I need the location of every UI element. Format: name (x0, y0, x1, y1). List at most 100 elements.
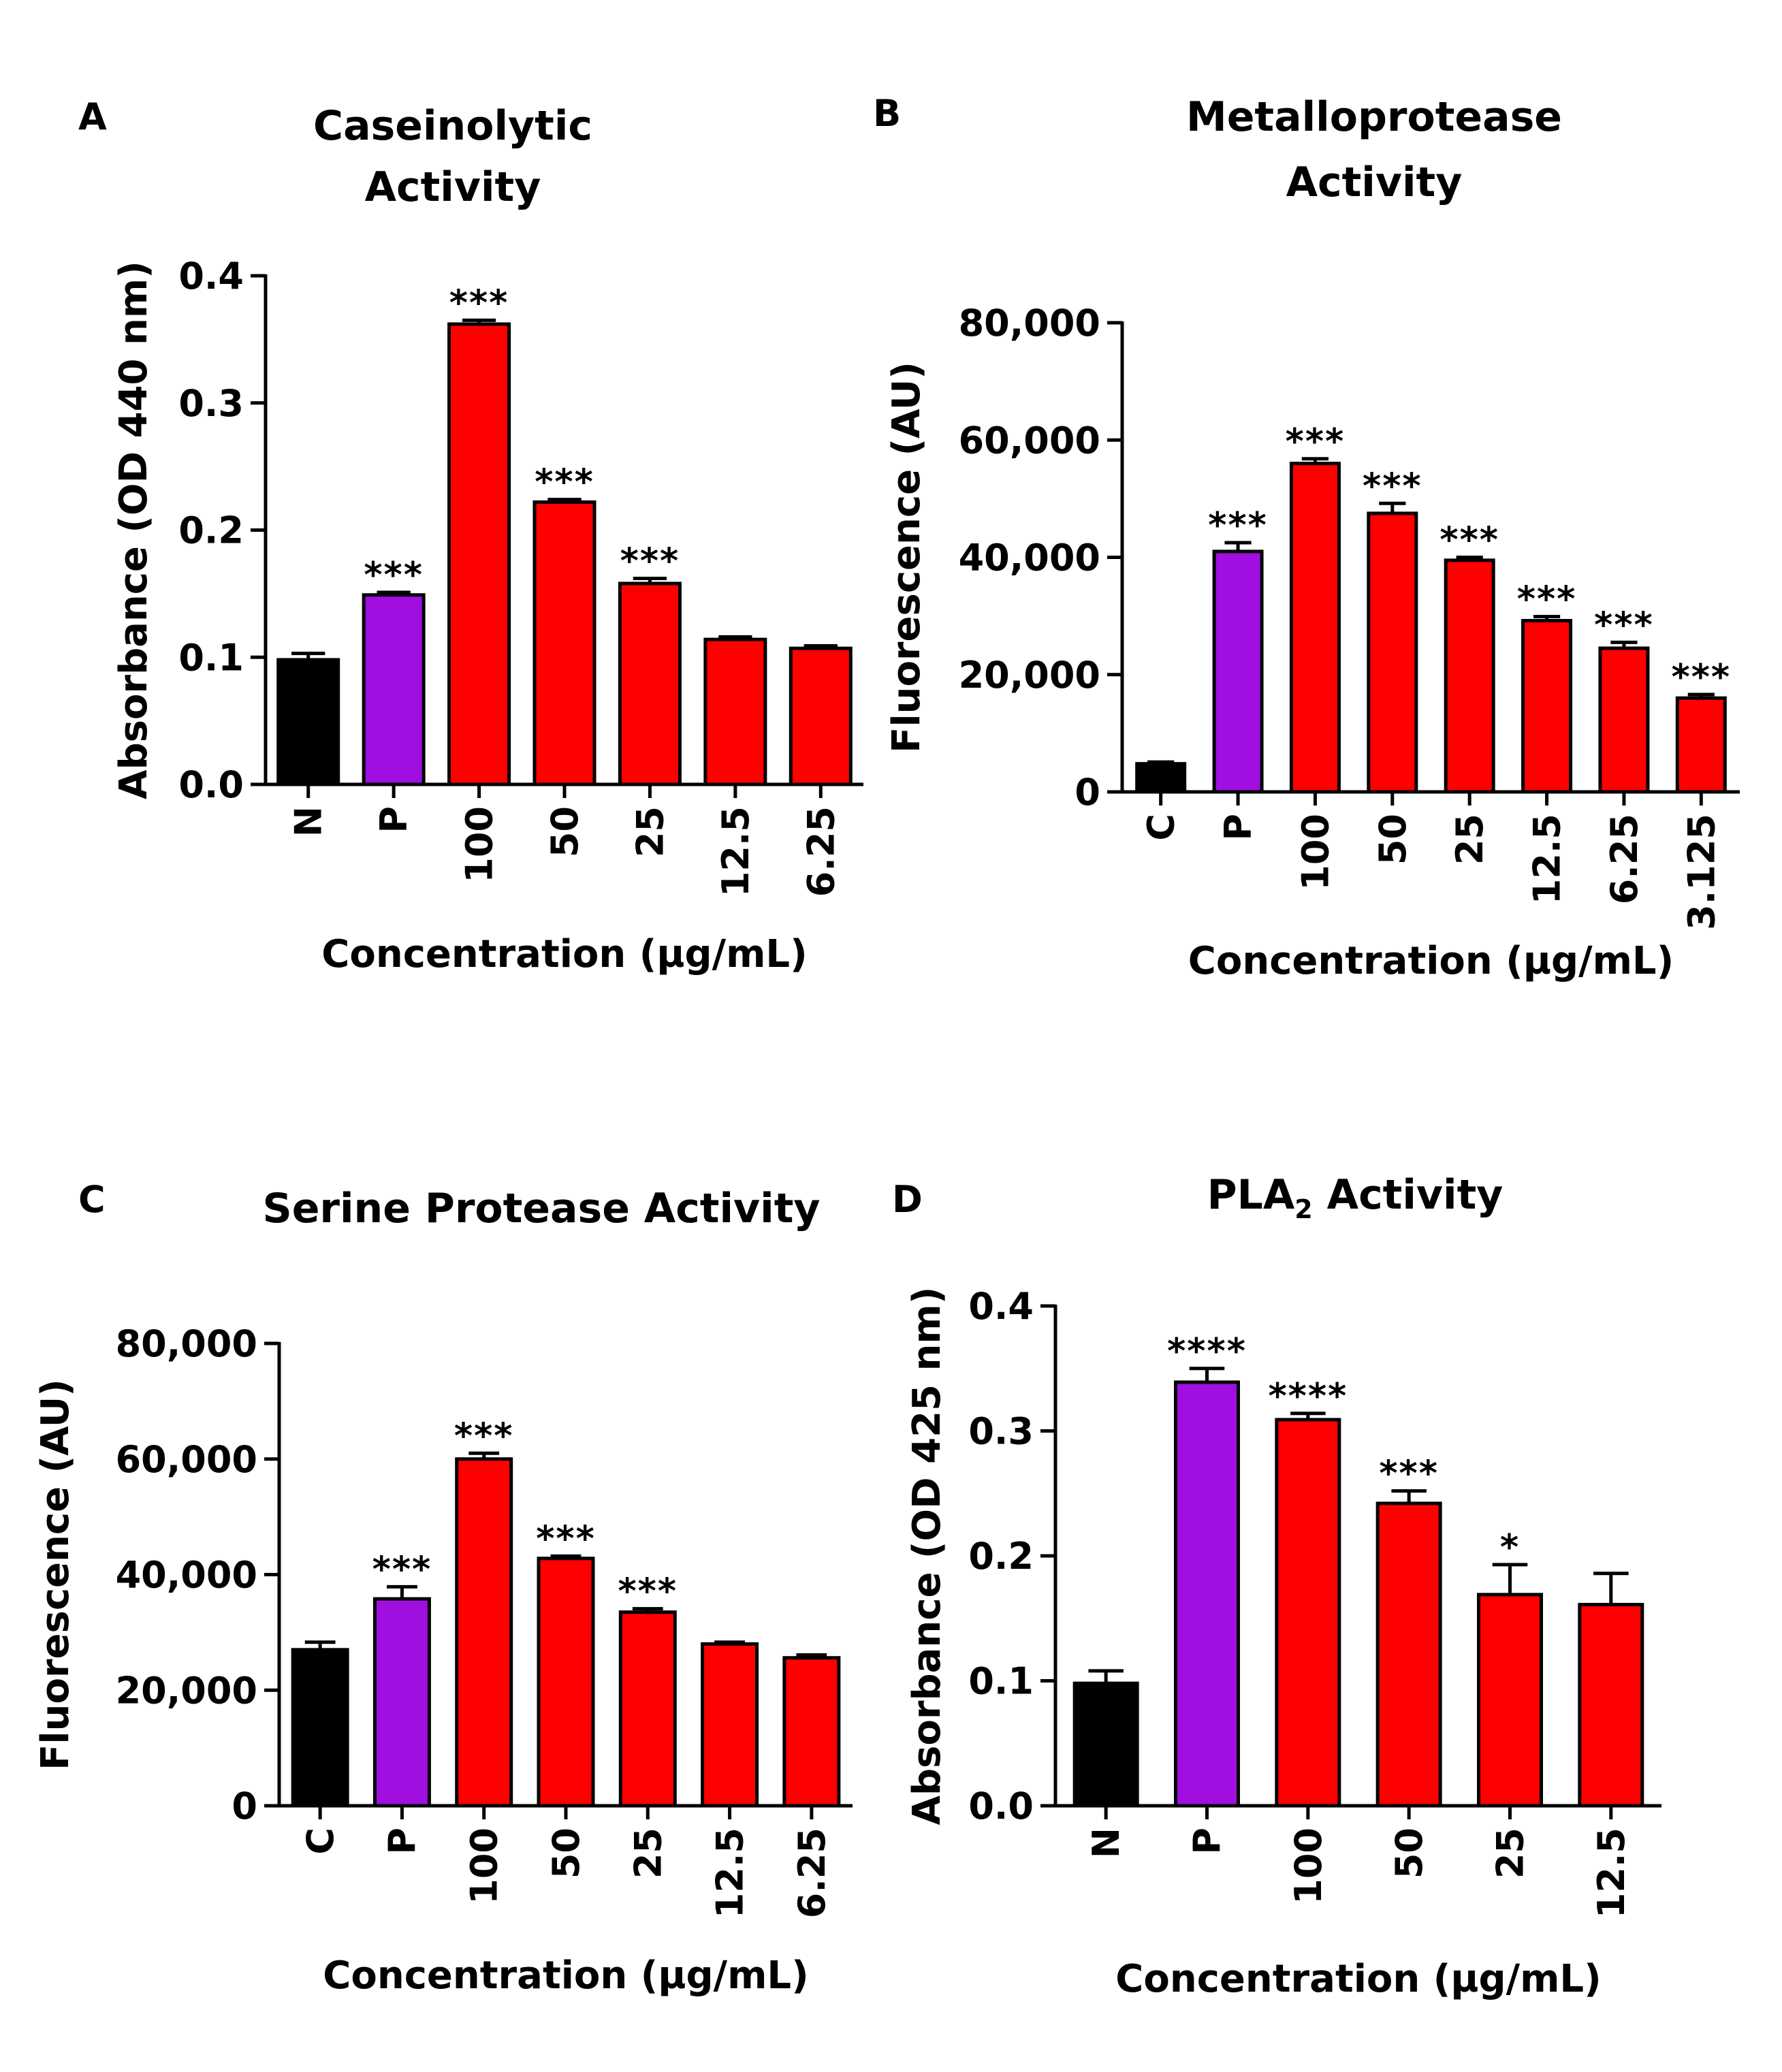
bar-6.25 (782, 1656, 841, 1808)
y-tick-label: 0.4 (968, 1285, 1034, 1328)
bar-P (362, 593, 426, 786)
x-tick-label: 12.5 (1590, 1828, 1633, 1918)
x-tick-label: 3.125 (1680, 814, 1723, 930)
chart-title-line: Activity (1286, 159, 1463, 206)
significance-label: *** (1439, 520, 1499, 561)
significance-label: *** (1363, 466, 1422, 507)
y-tick-label: 0.3 (968, 1410, 1034, 1453)
x-tick-label: 100 (1294, 814, 1337, 891)
x-tick-label: 6.25 (1603, 814, 1646, 904)
chart-title-line: Serine Protease Activity (262, 1185, 820, 1232)
x-tick-label: 100 (458, 806, 501, 883)
y-axis-label: Absorbance (OD 425 nm) (905, 1287, 949, 1826)
y-tick-label: 20,000 (116, 1669, 257, 1712)
x-tick-label: 25 (629, 806, 671, 857)
significance-label: *** (449, 283, 509, 323)
chart-title: Activity (1286, 159, 1463, 206)
y-tick-label: 20,000 (959, 654, 1100, 697)
x-tick-label: 50 (543, 806, 586, 857)
chart-title: Caseinolytic (313, 102, 592, 150)
bar-6.25 (789, 646, 853, 786)
x-tick-label: P (372, 806, 415, 833)
significance-label: **** (1268, 1376, 1348, 1417)
x-tick-label: N (287, 806, 330, 837)
bar-C (1135, 762, 1187, 794)
bar-12.5 (1521, 619, 1573, 794)
significance-label: **** (1167, 1331, 1247, 1372)
significance-label: *** (618, 1572, 678, 1612)
bar-100 (447, 322, 511, 786)
x-tick-label: P (381, 1828, 424, 1855)
bar-6.25 (1598, 646, 1650, 794)
y-tick-label: 0.1 (968, 1660, 1034, 1703)
x-tick-label: N (1085, 1828, 1128, 1858)
x-axis-label: Concentration (µg/mL) (323, 1954, 808, 1998)
y-tick-label: 60,000 (116, 1438, 257, 1481)
x-tick-label: 100 (463, 1828, 506, 1904)
chart-title-subscript: 2 (1294, 1194, 1312, 1224)
bar-50 (537, 1557, 595, 1808)
panel-letter: B (873, 92, 901, 135)
bar-N (1072, 1681, 1139, 1808)
y-tick-label: 60,000 (959, 419, 1100, 462)
significance-label: * (1500, 1527, 1520, 1568)
chart-title-tail: Activity (1313, 1171, 1503, 1219)
chart-title-line: Activity (365, 163, 541, 211)
bar-100 (455, 1457, 513, 1808)
chart-title-line: Caseinolytic (313, 102, 592, 150)
x-tick-label: 100 (1287, 1828, 1330, 1904)
significance-label: *** (1594, 605, 1654, 645)
significance-label: *** (535, 462, 594, 503)
x-tick-label: 12.5 (709, 1828, 752, 1918)
x-tick-label: 25 (1489, 1828, 1532, 1879)
x-tick-label: C (1140, 814, 1183, 841)
chart-panel-c: C Serine Protease Activity 0 20,000 40,000 60… (33, 1178, 853, 1998)
chart-title: Serine Protease Activity (262, 1185, 820, 1232)
x-tick-label: P (1217, 814, 1260, 841)
y-tick-label: 80,000 (959, 302, 1100, 345)
y-tick-label: 40,000 (959, 537, 1100, 579)
bar-50 (532, 500, 596, 786)
x-tick-label: C (299, 1828, 342, 1855)
bar-12.5 (1578, 1603, 1644, 1808)
significance-label: *** (364, 555, 424, 596)
y-tick-label: 0.4 (178, 255, 244, 298)
y-tick-label: 0 (1075, 771, 1100, 814)
panel-letter: D (892, 1178, 923, 1221)
significance-label: *** (536, 1518, 596, 1559)
y-axis-label: Absorbance (OD 440 nm) (112, 261, 156, 799)
bar-25 (1477, 1593, 1543, 1808)
y-tick-label: 80,000 (116, 1322, 257, 1365)
bar-C (291, 1648, 349, 1808)
significance-label: *** (1286, 421, 1346, 462)
x-tick-label: 6.25 (799, 806, 842, 897)
bar-P (1174, 1380, 1240, 1808)
x-axis-label: Concentration (µg/mL) (321, 932, 807, 976)
x-tick-label: P (1186, 1828, 1229, 1855)
panel-letter: A (78, 95, 107, 138)
significance-label: *** (372, 1549, 432, 1590)
panel-letter: C (78, 1178, 106, 1221)
chart-panel-b: B Metalloprotease Activity 0 20,000 40,000 60,… (873, 92, 1740, 983)
y-tick-label: 40,000 (116, 1554, 257, 1597)
bar-12.5 (701, 1642, 759, 1808)
chart-title-line: Metalloprotease (1186, 93, 1562, 141)
chart-title: PLA2 Activity (1207, 1171, 1503, 1224)
y-tick-label: 0.1 (178, 636, 244, 679)
bar-P (372, 1597, 431, 1808)
x-tick-label: 50 (545, 1828, 588, 1879)
significance-label: *** (1379, 1454, 1439, 1495)
x-tick-label: 50 (1388, 1828, 1431, 1879)
x-tick-label: 12.5 (714, 806, 757, 897)
bar-P (1212, 549, 1264, 794)
significance-label: *** (454, 1416, 514, 1456)
y-tick-label: 0 (232, 1785, 257, 1828)
significance-label: *** (1517, 579, 1577, 620)
bar-25 (618, 581, 682, 786)
x-axis-label: Concentration (µg/mL) (1115, 1957, 1601, 2001)
y-axis-label: Fluorescence (AU) (33, 1379, 78, 1770)
y-tick-label: 0.0 (968, 1785, 1034, 1828)
x-axis-label: Concentration (µg/mL) (1188, 939, 1674, 983)
bar-50 (1367, 511, 1418, 794)
